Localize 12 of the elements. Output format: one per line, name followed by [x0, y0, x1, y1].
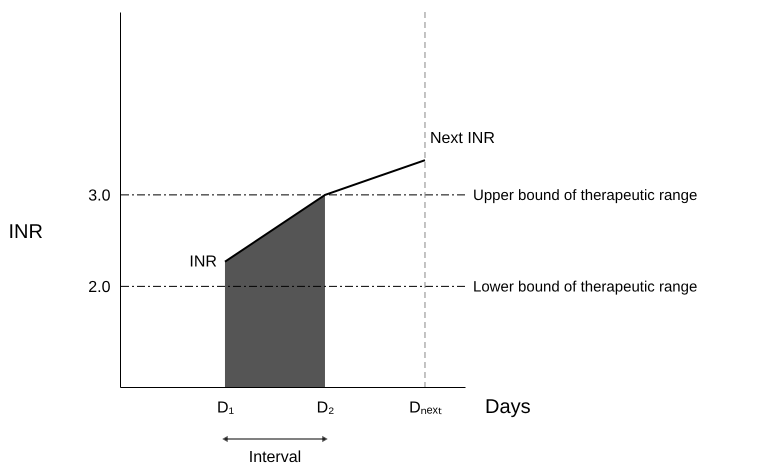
- x-axis-title: Days: [485, 396, 531, 418]
- ref-line-label: Upper bound of therapeutic range: [473, 186, 698, 204]
- y-tick-label: 3.0: [88, 187, 111, 204]
- ref-line-label: Lower bound of therapeutic range: [473, 278, 698, 296]
- annotation: Next INR: [430, 130, 495, 148]
- y-axis-title: INR: [8, 221, 43, 244]
- x-tick-label: Dₙₑₓₜ: [409, 400, 442, 416]
- y-tick-label: 2.0: [88, 278, 111, 296]
- annotation: INR: [189, 254, 217, 271]
- x-tick-label: D₂: [316, 400, 334, 416]
- text: Interval: [248, 449, 302, 466]
- x-tick-label: D₁: [217, 400, 234, 416]
